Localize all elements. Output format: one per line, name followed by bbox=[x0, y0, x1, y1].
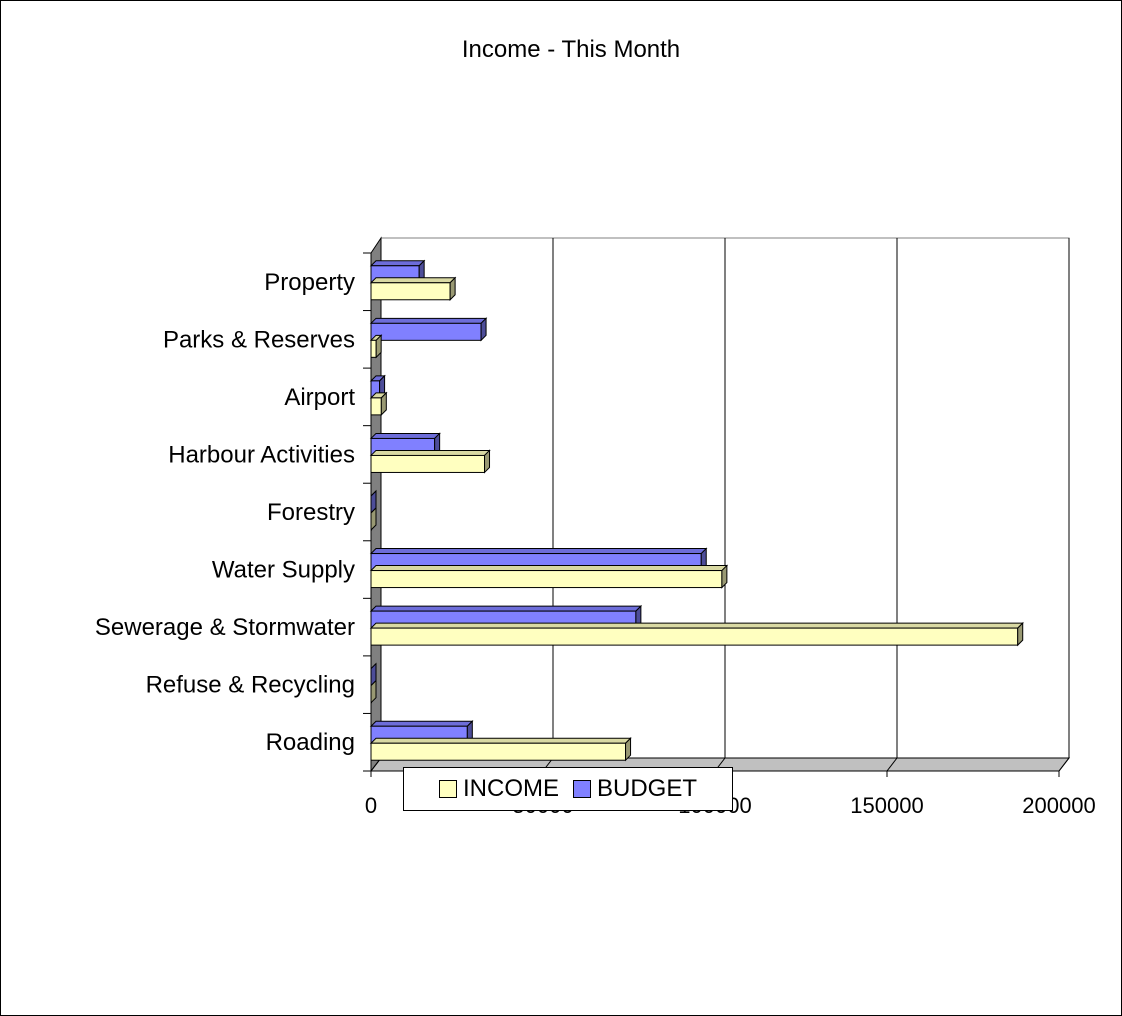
bar-income-water-supply-end bbox=[721, 564, 728, 589]
bar-budget-parks-reserves bbox=[370, 322, 482, 341]
bar-income-roading-top bbox=[369, 737, 632, 744]
bar-income-parks-reserves-end bbox=[375, 334, 382, 359]
bar-income-refuse-recycling-end bbox=[370, 679, 377, 704]
y-category-label: Forestry bbox=[267, 499, 355, 526]
bar-budget-water-supply-top bbox=[369, 548, 708, 555]
bar-income-roading bbox=[370, 742, 627, 761]
legend-label-budget: BUDGET bbox=[596, 775, 697, 802]
y-category-label: Water Supply bbox=[212, 557, 355, 584]
x-tick-label: 200000 bbox=[1022, 793, 1095, 818]
y-category-label: Parks & Reserves bbox=[163, 326, 355, 353]
y-category-label: Property bbox=[264, 269, 355, 296]
bar-income-sewerage-stormwater-top bbox=[369, 622, 1024, 629]
legend-swatch-income bbox=[438, 780, 457, 798]
bar-income-parks-reserves bbox=[370, 339, 377, 358]
chart-title: Income - This Month bbox=[461, 36, 681, 63]
bar-budget-harbour-activities-top bbox=[369, 432, 441, 439]
legend-entry-budget: BUDGET bbox=[572, 775, 697, 803]
legend-label-income: INCOME bbox=[462, 775, 559, 802]
floor-gridline bbox=[886, 757, 898, 772]
y-category-label: Refuse & Recycling bbox=[146, 672, 355, 699]
y-category-label: Roading bbox=[266, 729, 355, 756]
bar-income-property-top bbox=[369, 277, 457, 284]
legend-entry-income: INCOME bbox=[438, 775, 559, 803]
bar-budget-property-top bbox=[369, 260, 426, 267]
bar-income-harbour-activities-top bbox=[369, 449, 491, 456]
x-tick-label: 150000 bbox=[850, 793, 923, 818]
bar-income-harbour-activities bbox=[370, 454, 486, 473]
bar-budget-roading-top bbox=[369, 720, 474, 727]
bar-budget-parks-reserves-end bbox=[480, 317, 487, 342]
y-category-label: Harbour Activities bbox=[168, 441, 355, 468]
bar-income-water-supply bbox=[370, 570, 723, 589]
bar-income-sewerage-stormwater bbox=[370, 627, 1019, 646]
bar-income-airport-end bbox=[380, 391, 387, 417]
x-tick-label: 0 bbox=[365, 793, 377, 818]
bar-budget-sewerage-stormwater-top bbox=[369, 605, 643, 612]
y-category-label: Airport bbox=[284, 384, 355, 411]
bar-income-roading-end bbox=[625, 737, 632, 762]
legend-swatch-budget bbox=[572, 780, 591, 798]
bar-income-harbour-activities-end bbox=[484, 449, 491, 474]
bar-income-property bbox=[370, 282, 451, 301]
y-category-label: Sewerage & Stormwater bbox=[95, 614, 355, 641]
bar-income-forestry-end bbox=[370, 506, 377, 532]
bar-income-sewerage-stormwater-end bbox=[1017, 621, 1024, 647]
bar-budget-parks-reserves-top bbox=[369, 317, 488, 324]
bar-income-water-supply-top bbox=[369, 565, 729, 572]
floor-gridline bbox=[1058, 757, 1070, 772]
legend: INCOME BUDGET bbox=[403, 767, 733, 811]
bar-income-airport bbox=[370, 397, 382, 416]
bar-income-property-end bbox=[449, 276, 456, 301]
